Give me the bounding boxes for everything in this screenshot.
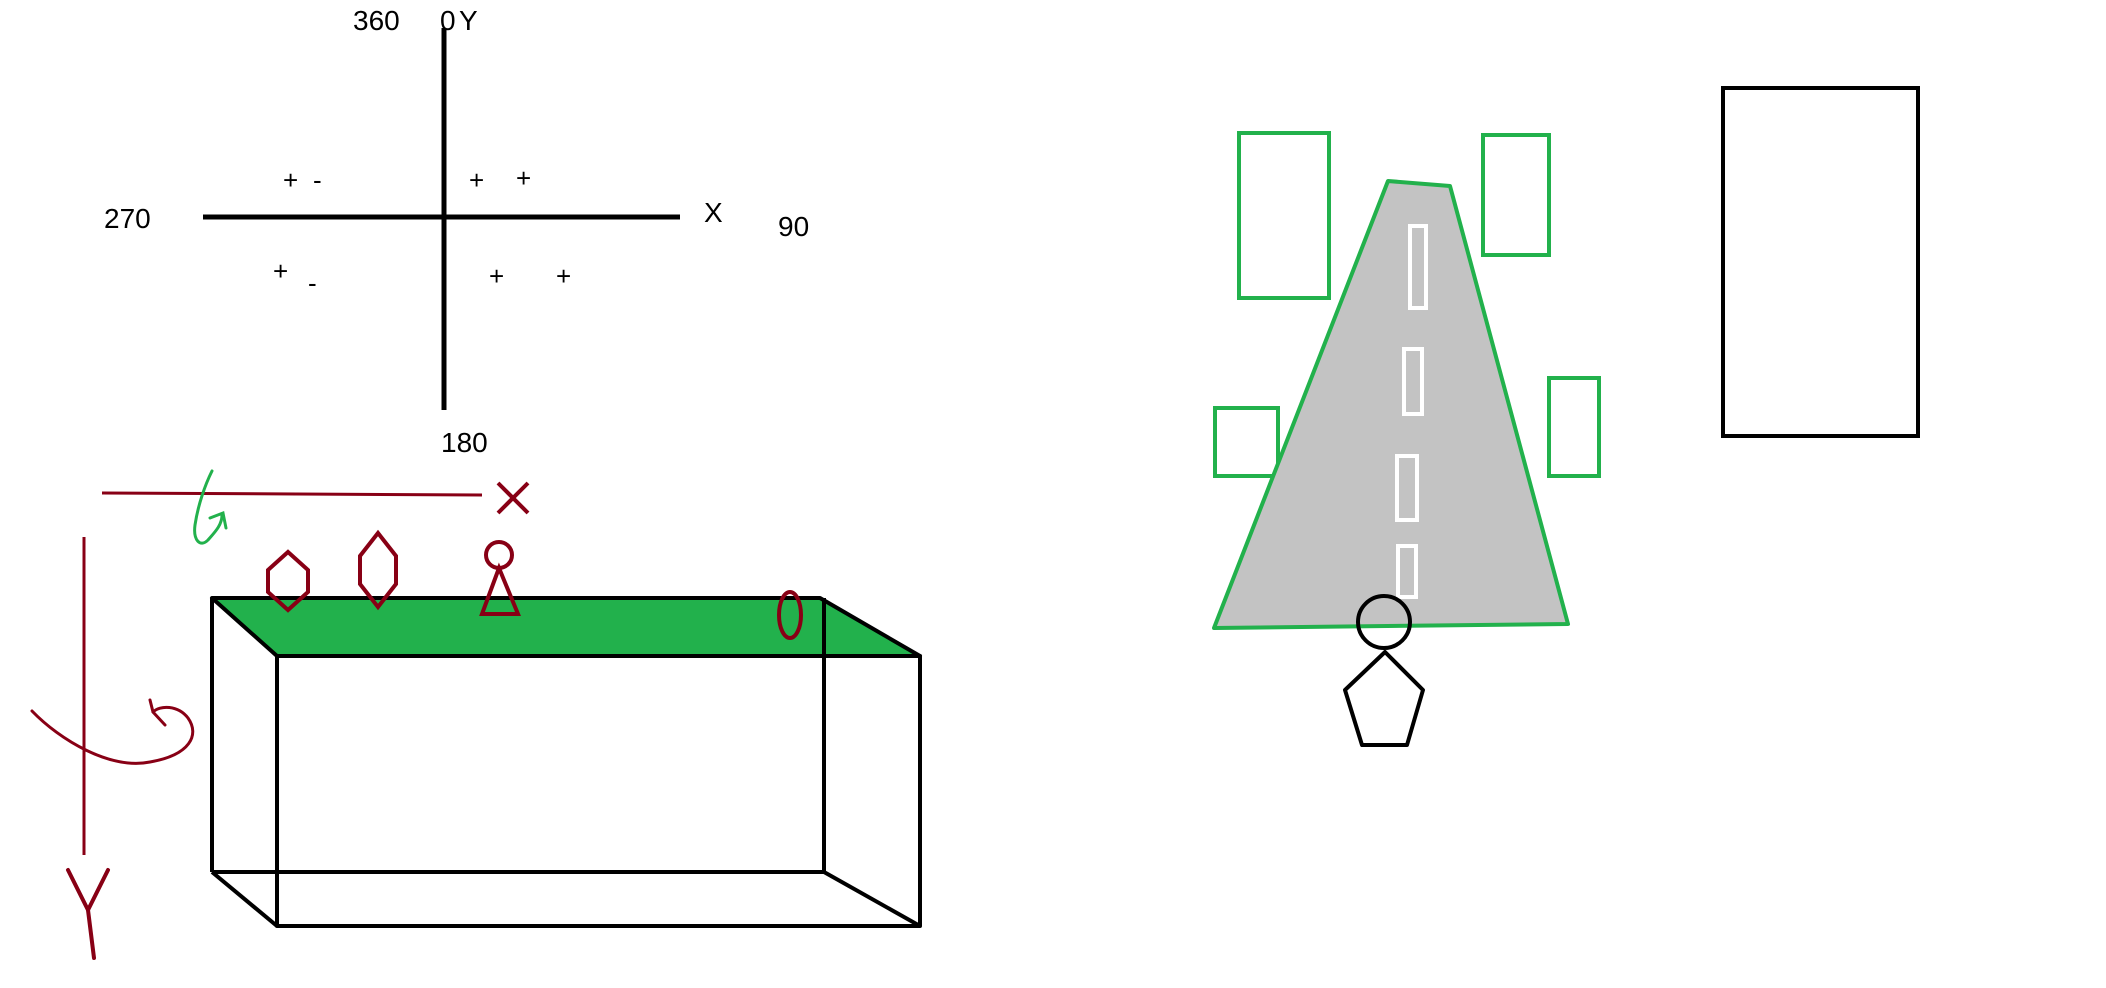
- green-building: [1213, 406, 1280, 478]
- quadrant-sign: +: [556, 261, 571, 291]
- person-object-icon: [479, 540, 521, 616]
- quadrant-sign: +: [283, 165, 298, 195]
- hexagon-object-icon: [358, 529, 398, 611]
- box-scene: [30, 469, 922, 960]
- red-x-axis-line: [101, 491, 483, 497]
- compass-label-90: 90: [778, 211, 809, 242]
- quadrant-sign: +: [469, 165, 484, 195]
- quadrant-sign: -: [308, 268, 317, 298]
- compass-label-360: 360: [353, 5, 400, 36]
- lane-dash: [1395, 454, 1419, 522]
- compass-label-270: 270: [104, 203, 151, 234]
- lane-dashes: [1395, 224, 1428, 599]
- box-top-face: [210, 596, 922, 658]
- compass-label-0: 0: [440, 5, 456, 36]
- viewer-head: [1356, 594, 1412, 650]
- ellipse-object-icon: [777, 590, 803, 640]
- quadrant-sign: +: [489, 261, 504, 291]
- lane-dash: [1402, 347, 1424, 416]
- quadrant-sign: +: [273, 256, 288, 286]
- lane-dash: [1396, 544, 1418, 599]
- box-front-face: [275, 654, 922, 928]
- quadrant-sign: +: [516, 163, 531, 193]
- wireframe-box: [210, 596, 922, 928]
- red-rotation-arrow-icon: [30, 698, 195, 765]
- viewer-figure-icon: [1343, 594, 1425, 747]
- road-scene: [1212, 86, 1920, 747]
- red-objects: [266, 529, 803, 640]
- red-y-axis-label: [66, 868, 110, 960]
- green-building: [1237, 131, 1331, 300]
- red-x-axis-label: [496, 481, 530, 515]
- black-rectangle: [1721, 86, 1920, 438]
- green-rotation-arrow-icon: [193, 469, 228, 545]
- road: [1212, 179, 1570, 630]
- box-bottom-left-edge: [210, 870, 279, 928]
- compass-label-x: X: [704, 197, 723, 228]
- hexagon-object-icon: [266, 549, 310, 613]
- box-bottom-right-edge: [823, 870, 921, 928]
- green-building: [1547, 376, 1601, 478]
- lane-dash: [1408, 224, 1428, 310]
- compass-diagram: 360 0 Y 270 X 90 180 + - + + + - + +: [104, 5, 809, 458]
- quadrant-sign: -: [313, 165, 322, 195]
- viewer-body-pentagon: [1343, 650, 1425, 747]
- green-building: [1481, 133, 1551, 257]
- green-buildings: [1213, 131, 1601, 478]
- compass-label-y: Y: [459, 5, 478, 36]
- compass-label-180: 180: [441, 427, 488, 458]
